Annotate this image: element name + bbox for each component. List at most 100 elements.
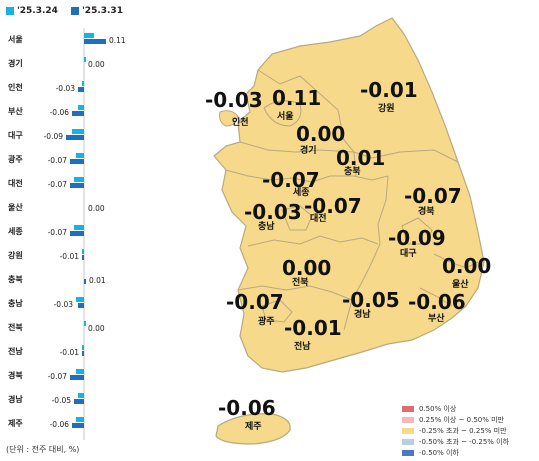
- incheon-island-shape: [219, 110, 239, 127]
- bar-series-2: [70, 231, 84, 236]
- value-label: 0.01: [89, 276, 106, 285]
- region-border: [225, 169, 389, 183]
- bar-series-1: [84, 33, 94, 38]
- bar-series-2: [74, 399, 84, 404]
- category-label: 강원: [8, 250, 23, 260]
- map-name-gyeongbuk: 경북: [418, 207, 435, 217]
- category-label: 충북: [8, 274, 23, 284]
- map-legend-row: -0.50% 초과 ~ -0.25% 이하: [402, 437, 509, 448]
- map-name-ulsan: 울산: [452, 280, 469, 290]
- map-value-gyeonggi: 0.00: [296, 122, 346, 146]
- bar-series-1: [76, 297, 84, 302]
- map-name-gyeonggi: 경기: [300, 146, 317, 156]
- map-legend-swatch: [402, 406, 414, 412]
- map-legend-label: -0.50% 이하: [419, 449, 459, 457]
- map-name-gyeongnam: 경남: [354, 310, 371, 320]
- map-value-ulsan: 0.00: [442, 254, 492, 278]
- bar-series-2: [70, 159, 84, 164]
- map-value-daejeon: -0.07: [304, 194, 362, 218]
- value-label: -0.03: [56, 84, 76, 93]
- value-label: 0.11: [109, 36, 126, 45]
- category-label: 충남: [8, 298, 23, 308]
- map-value-sejong: -0.07: [262, 168, 320, 192]
- map-legend-row: -0.50% 이하: [402, 448, 509, 459]
- map-legend-row: -0.25% 초과 ~ 0.25% 미만: [402, 426, 509, 437]
- value-label: -0.05: [52, 396, 72, 405]
- bar-series-1: [74, 177, 84, 182]
- value-label: -0.03: [54, 300, 74, 309]
- map-value-chungnam: -0.03: [244, 200, 302, 224]
- region-bar-chart: 서울 0.11 경기 0.00 인천 -0.03 부산 -0.06 대구 -0.09 광주 -0.07…: [8, 28, 126, 440]
- bar-series-1: [78, 393, 84, 398]
- map-value-seoul: 0.11: [272, 86, 322, 110]
- bar-series-1: [74, 225, 84, 230]
- bar-series-2: [72, 423, 84, 428]
- map-legend-label: -0.50% 초과 ~ -0.25% 이하: [419, 438, 510, 446]
- region-border: [419, 287, 453, 307]
- unit-note: (단위 : 전주 대비, %): [6, 445, 80, 454]
- map-value-chungbuk: 0.01: [336, 146, 386, 170]
- bar-series-1: [82, 249, 84, 254]
- value-label: -0.07: [48, 372, 68, 381]
- map-shapes: [213, 17, 485, 445]
- bar-series-1: [76, 369, 84, 374]
- category-label: 대전: [8, 178, 23, 188]
- jeju-shape: [215, 413, 291, 445]
- map-name-daejeon: 대전: [310, 214, 327, 224]
- map-value-jeju: -0.06: [218, 396, 276, 420]
- map-name-gwangju: 광주: [258, 317, 275, 327]
- category-label: 전남: [8, 346, 23, 356]
- bar-series-2: [72, 111, 84, 116]
- value-label: -0.07: [48, 228, 68, 237]
- map-name-busan: 부산: [428, 314, 445, 324]
- bar-series-1: [84, 321, 86, 326]
- bar-series-2: [84, 279, 86, 284]
- value-label: -0.06: [50, 420, 70, 429]
- region-border: [247, 235, 379, 247]
- map-value-busan: -0.06: [408, 290, 466, 314]
- bar-series-1: [82, 345, 84, 350]
- map-legend-row: 0.50% 이상: [402, 404, 509, 415]
- map-value-gangwon: -0.01: [360, 78, 418, 102]
- legend-swatch-series-2: [71, 6, 80, 15]
- value-label: -0.07: [48, 156, 68, 165]
- region-border: [261, 299, 293, 323]
- value-label: -0.01: [60, 252, 80, 261]
- bar-series-1: [78, 105, 84, 110]
- region-border: [343, 175, 389, 331]
- category-label: 인천: [8, 82, 23, 92]
- value-label: -0.09: [44, 132, 64, 141]
- bar-series-2: [66, 135, 84, 140]
- category-label: 제주: [8, 418, 23, 428]
- korea-map: [213, 17, 485, 445]
- category-label: 광주: [8, 154, 23, 164]
- category-label: 경남: [8, 394, 23, 404]
- map-legend-label: -0.25% 초과 ~ 0.25% 미만: [419, 427, 507, 435]
- map-legend-swatch: [402, 439, 414, 445]
- category-label: 서울: [8, 34, 23, 44]
- map-name-daegu: 대구: [400, 249, 417, 259]
- legend-item-series-2: '25.3.31: [71, 6, 123, 16]
- region-border: [237, 285, 353, 301]
- map-legend-label: 0.50% 이상: [419, 405, 457, 413]
- map-name-gangwon: 강원: [378, 104, 395, 114]
- map-name-incheon: 인천: [232, 118, 249, 128]
- region-border: [353, 151, 357, 177]
- category-label: 세종: [8, 226, 23, 236]
- value-label: 0.00: [88, 324, 105, 333]
- seoul-boundary: [263, 100, 302, 127]
- bar-series-2: [82, 351, 84, 356]
- category-label: 경기: [8, 58, 23, 68]
- value-label: -0.07: [48, 180, 68, 189]
- map-legend-swatch: [402, 428, 414, 434]
- map-name-sejong: 세종: [293, 188, 310, 198]
- category-label: 경북: [8, 370, 23, 380]
- bar-series-2: [82, 255, 84, 260]
- region-border: [401, 217, 433, 245]
- category-label: 부산: [8, 106, 23, 116]
- bar-series-2: [84, 39, 106, 44]
- map-legend-label: 0.25% 이상 ~ 0.50% 미만: [419, 416, 505, 424]
- map-name-seoul: 서울: [277, 112, 294, 122]
- map-legend-swatch: [402, 417, 414, 423]
- map-name-jeju: 제주: [245, 422, 262, 432]
